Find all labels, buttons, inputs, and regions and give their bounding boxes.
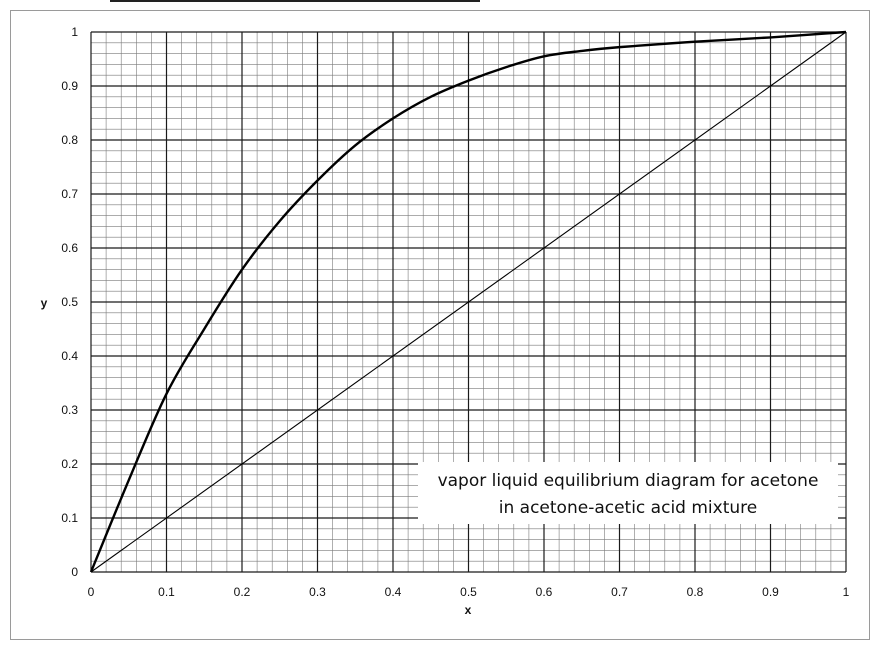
x-tick-label: 0.8 (687, 585, 704, 599)
y-tick-label: 0.6 (61, 241, 78, 255)
annotation-box (418, 462, 838, 524)
x-tick-label: 0.3 (309, 585, 326, 599)
y-tick-label: 0.9 (61, 79, 78, 93)
annotation-line-2: in acetone-acetic acid mixture (499, 498, 757, 518)
y-tick-label: 0.4 (61, 349, 78, 363)
x-tick-label: 0.5 (460, 585, 477, 599)
x-tick-label: 0.9 (762, 585, 779, 599)
y-tick-label: 0.1 (61, 511, 78, 525)
y-tick-label: 0.7 (61, 187, 78, 201)
x-tick-label: 0.4 (385, 585, 402, 599)
x-axis-label: x (465, 603, 472, 617)
tick-labels: 0 0.1 0.2 0.3 0.4 0.5 0.6 0.7 0.8 0.9 1 0 0.1 0.2 0.3 0… (61, 25, 849, 599)
y-tick-label: 0.3 (61, 403, 78, 417)
x-tick-label: 0.2 (234, 585, 251, 599)
y-axis-label: y (41, 296, 48, 310)
equilibrium-curve (89, 30, 847, 573)
y-tick-label: 0 (71, 565, 78, 579)
y-tick-label: 1 (71, 25, 78, 39)
x-tick-label: 0.6 (536, 585, 553, 599)
top-edge-bar (110, 0, 480, 2)
x-tick-label: 0 (88, 585, 95, 599)
series-layer (89, 30, 847, 573)
x-tick-label: 0.7 (611, 585, 628, 599)
y-tick-label: 0.8 (61, 133, 78, 147)
x-tick-label: 0.1 (158, 585, 175, 599)
diagonal-line (90, 31, 847, 573)
x-tick-label: 1 (843, 585, 850, 599)
y-tick-label: 0.2 (61, 457, 78, 471)
y-tick-label: 0.5 (61, 295, 78, 309)
annotation-line-1: vapor liquid equilibrium diagram for ace… (438, 471, 819, 491)
